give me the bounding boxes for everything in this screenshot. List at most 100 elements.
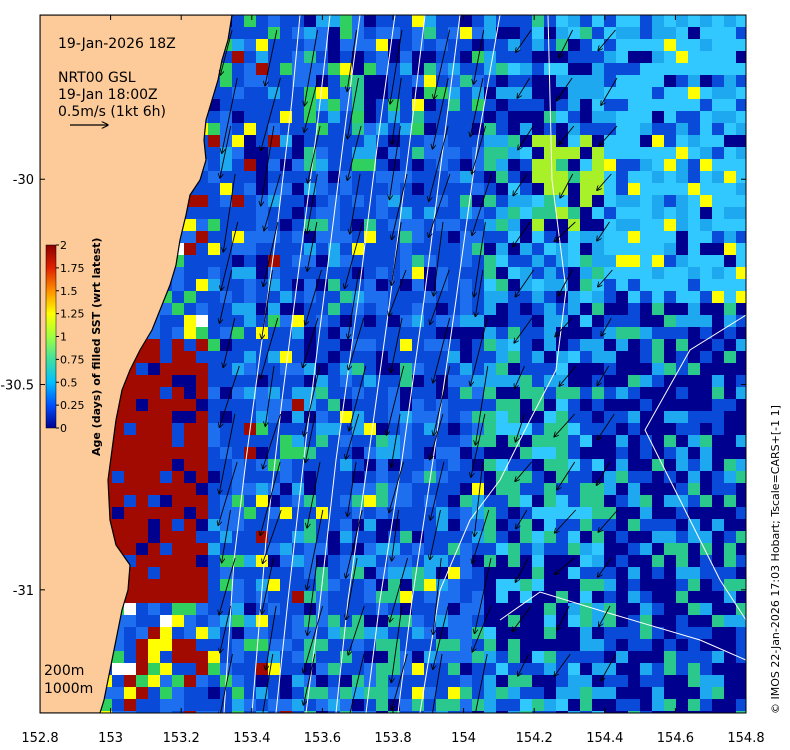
sst-age-cell: [220, 411, 233, 424]
sst-age-cell: [616, 519, 629, 532]
sst-age-cell: [352, 255, 365, 268]
sst-age-cell: [352, 711, 365, 713]
sst-age-cell: [400, 483, 413, 496]
sst-age-cell: [712, 39, 725, 52]
sst-age-cell: [364, 75, 377, 88]
sst-age-cell: [400, 375, 413, 388]
sst-age-cell: [628, 147, 641, 160]
sst-age-cell: [412, 543, 425, 556]
sst-age-cell: [724, 51, 737, 64]
sst-age-cell: [148, 663, 161, 676]
sst-age-cell: [724, 399, 737, 412]
sst-age-cell: [712, 531, 725, 544]
sst-age-cell: [412, 591, 425, 604]
sst-age-cell: [232, 579, 245, 592]
sst-age-cell: [412, 327, 425, 340]
sst-age-cell: [148, 411, 161, 424]
sst-age-cell: [544, 15, 557, 28]
sst-age-cell: [352, 279, 365, 292]
sst-age-cell: [256, 159, 269, 172]
sst-age-cell: [676, 279, 689, 292]
sst-age-cell: [460, 51, 473, 64]
sst-age-cell: [280, 123, 293, 136]
sst-age-cell: [664, 531, 677, 544]
sst-age-cell: [244, 555, 257, 568]
sst-age-cell: [412, 315, 425, 328]
sst-age-cell: [412, 567, 425, 580]
sst-age-cell: [124, 519, 137, 532]
sst-age-cell: [712, 111, 725, 124]
sst-age-cell: [376, 591, 389, 604]
current-arrow: [554, 221, 576, 242]
sst-age-cell: [664, 291, 677, 304]
sst-age-cell: [304, 159, 317, 172]
sst-age-cell: [604, 423, 617, 436]
sst-age-cell: [376, 219, 389, 232]
sst-age-cell: [196, 435, 209, 448]
sst-age-cell: [436, 675, 449, 688]
sst-age-cell: [520, 483, 533, 496]
sst-age-cell: [592, 423, 605, 436]
sst-age-cell: [280, 39, 293, 52]
sst-age-cell: [304, 243, 317, 256]
sst-age-cell: [640, 63, 653, 76]
sst-age-cell: [604, 543, 617, 556]
sst-age-cell: [664, 675, 677, 688]
sst-age-cell: [448, 231, 461, 244]
sst-age-cell: [292, 219, 305, 232]
sst-age-cell: [484, 615, 497, 628]
sst-age-cell: [364, 183, 377, 196]
sst-age-cell: [304, 375, 317, 388]
sst-age-cell: [376, 111, 389, 124]
sst-age-cell: [532, 339, 545, 352]
sst-age-cell: [640, 531, 653, 544]
sst-age-cell: [328, 195, 341, 208]
sst-age-cell: [328, 435, 341, 448]
sst-age-cell: [484, 99, 497, 112]
sst-age-cell: [736, 543, 746, 556]
sst-age-cell: [196, 591, 209, 604]
sst-age-cell: [400, 183, 413, 196]
sst-age-cell: [664, 471, 677, 484]
sst-age-cell: [316, 375, 329, 388]
sst-age-cell: [604, 255, 617, 268]
sst-age-cell: [616, 351, 629, 364]
sst-age-cell: [124, 663, 137, 676]
sst-age-cell: [556, 423, 569, 436]
sst-age-cell: [616, 303, 629, 316]
sst-age-cell: [388, 603, 401, 616]
sst-age-cell: [340, 507, 353, 520]
sst-age-cell: [412, 699, 425, 712]
sst-age-cell: [160, 495, 173, 508]
sst-age-cell: [316, 255, 329, 268]
sst-age-cell: [448, 243, 461, 256]
sst-age-cell: [628, 651, 641, 664]
sst-age-cell: [328, 303, 341, 316]
sst-age-cell: [568, 423, 581, 436]
sst-age-cell: [580, 243, 593, 256]
sst-age-cell: [436, 15, 449, 28]
sst-age-cell: [508, 423, 521, 436]
sst-age-cell: [244, 459, 257, 472]
current-arrow: [474, 461, 484, 536]
sst-age-cell: [376, 435, 389, 448]
sst-age-cell: [268, 207, 281, 220]
sst-age-cell: [472, 579, 485, 592]
sst-age-cell: [244, 231, 257, 244]
sst-age-cell: [676, 111, 689, 124]
sst-age-cell: [316, 627, 329, 640]
current-arrow: [349, 653, 365, 713]
sst-age-cell: [424, 51, 437, 64]
sst-age-cell: [436, 279, 449, 292]
sst-age-cell: [148, 531, 161, 544]
sst-age-cell: [292, 123, 305, 136]
sst-age-cell: [640, 411, 653, 424]
sst-age-cell: [196, 459, 209, 472]
sst-age-cell: [616, 639, 629, 652]
sst-age-cell: [616, 375, 629, 388]
sst-age-cell: [724, 447, 737, 460]
sst-age-cell: [316, 27, 329, 40]
sst-age-cell: [268, 351, 281, 364]
sst-age-cell: [292, 171, 305, 184]
sst-age-cell: [256, 135, 269, 148]
